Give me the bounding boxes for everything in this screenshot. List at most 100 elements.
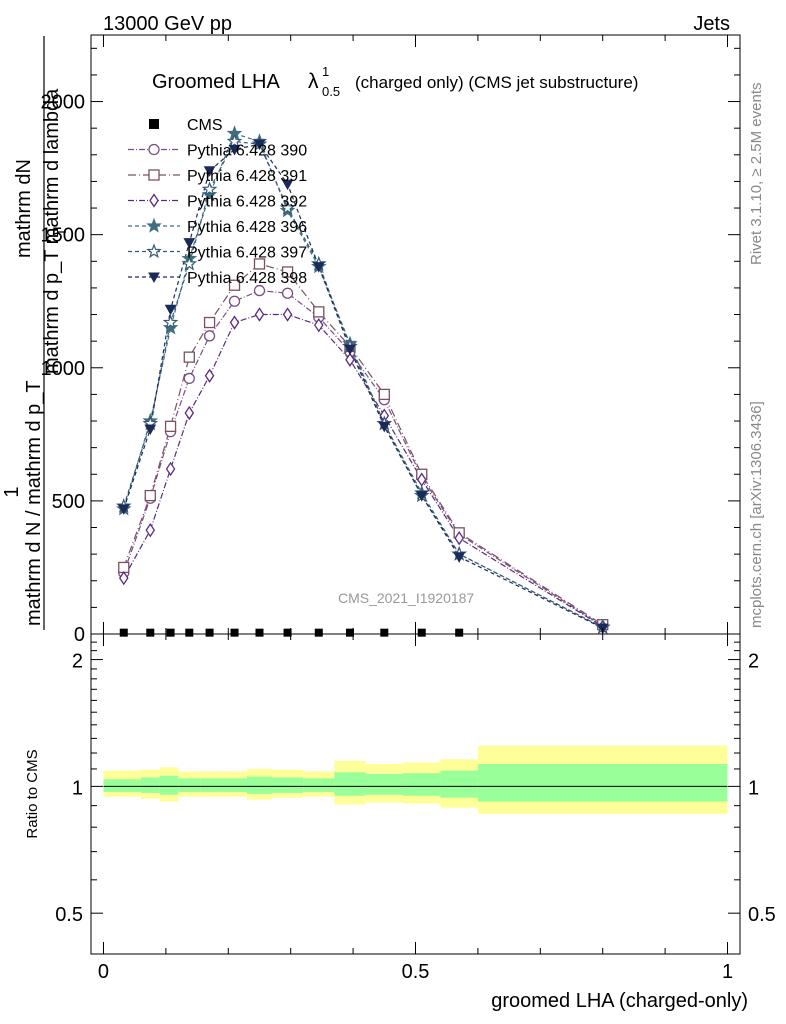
- ylabel-one: 1: [1, 486, 23, 497]
- legend-label: Pythia 6.428 392: [187, 194, 307, 211]
- ratio-y-tick-label: 2: [72, 651, 83, 673]
- series-point: [228, 279, 241, 291]
- legend-label: Pythia 6.428 398: [187, 270, 307, 287]
- series-point: [204, 368, 215, 383]
- legend-cms-marker: [149, 119, 159, 129]
- legend-entry-cms: CMS: [149, 117, 223, 134]
- main-y-tick-label: 1000: [41, 358, 86, 380]
- ratio-band-inner: [200, 778, 223, 792]
- series-point: [203, 166, 216, 177]
- series-markers-6: [117, 139, 609, 635]
- series-point: [164, 304, 177, 316]
- ylabel-mid: mathrm d p_T mathrm d lambda: [41, 88, 63, 374]
- legend: CMS Pythia 6.428 390 Pythia 6.428 391 Pythi…: [128, 117, 307, 287]
- series-point: [144, 424, 157, 436]
- cms-point: [455, 628, 464, 637]
- ratio-band-inner: [403, 773, 441, 796]
- series-point: [117, 504, 130, 515]
- legend-marker: [146, 217, 162, 233]
- x-tick-label: 1: [722, 961, 733, 983]
- cms-point: [205, 628, 214, 637]
- series-point: [203, 330, 216, 342]
- ratio-band-inner: [365, 773, 404, 795]
- legend-marker: [148, 169, 160, 181]
- ratio-y-axis-ticks: 0.5 0.5 1 1 2 2: [55, 641, 776, 926]
- ratio-y-tick-label-right: 0.5: [748, 904, 776, 926]
- rivet-label: Rivet 3.1.10, ≥ 2.5M events: [748, 83, 765, 266]
- legend-marker: [148, 143, 160, 156]
- series-point: [226, 133, 243, 149]
- series-point: [344, 344, 356, 356]
- series-markers-2: [118, 258, 609, 631]
- ratio-y-label: Ratio to CMS: [24, 749, 41, 838]
- title-sub: 0.5: [322, 84, 340, 99]
- x-tick-label: 0: [98, 961, 109, 983]
- cms-point: [314, 628, 323, 637]
- ratio-band-inner: [247, 776, 272, 794]
- series-point: [183, 238, 196, 249]
- main-y-tick-label: 1500: [41, 225, 86, 247]
- legend-marker: [149, 193, 159, 208]
- ratio-band-inner: [103, 779, 141, 792]
- series-point: [313, 318, 324, 333]
- ratio-y-tick-label-right: 1: [748, 777, 759, 799]
- ylabel-numerator: mathrm dN: [13, 159, 35, 258]
- main-series-markers: [115, 125, 611, 635]
- cms-point: [119, 628, 128, 637]
- title-lambda: λ: [308, 70, 319, 93]
- series-point: [118, 570, 129, 586]
- legend-entry-4: Pythia 6.428 396: [128, 217, 307, 236]
- title-sup: 1: [322, 64, 329, 79]
- ratio-band-inner: [140, 777, 160, 793]
- legend-entry-5: Pythia 6.428 397: [128, 243, 307, 262]
- legend-entry-6: Pythia 6.428 398: [128, 270, 307, 287]
- main-panel: CMS_2021_I1920187 0 500 1000 1500 2000 Groom…: [1, 34, 741, 646]
- ylabel-t: T: [54, 228, 69, 236]
- ratio-y-tick-label: 1: [72, 777, 83, 799]
- series-point: [228, 144, 241, 156]
- title-rest: (charged only) (CMS jet substructure): [355, 73, 638, 92]
- legend-label: Pythia 6.428 391: [187, 168, 307, 185]
- cms-point: [146, 628, 155, 637]
- legend-label: Pythia 6.428 396: [187, 219, 307, 236]
- series-point: [183, 351, 195, 363]
- series-point: [201, 186, 218, 202]
- ratio-band-inner: [334, 772, 366, 796]
- cms-point: [345, 628, 354, 637]
- main-y-axis-ticks: 0 500 1000 1500 2000: [41, 47, 740, 646]
- series-point: [453, 552, 466, 563]
- x-axis-label: groomed LHA (charged-only): [491, 990, 748, 1012]
- cms-data-points: [119, 628, 464, 637]
- series-point: [378, 388, 390, 401]
- cms-point: [166, 628, 175, 637]
- series-point: [254, 307, 265, 322]
- ylabel-denominator: mathrm d N / mathrm d p_T: [23, 380, 45, 626]
- series-markers-3: [118, 307, 608, 634]
- series-markers-1: [118, 284, 609, 632]
- series-point: [281, 179, 294, 191]
- series-line-1: [123, 289, 604, 627]
- header-left: 13000 GeV pp: [103, 13, 232, 35]
- series-line-2: [123, 263, 604, 626]
- series-point: [253, 139, 266, 151]
- legend-label: Pythia 6.428 390: [187, 143, 307, 160]
- cms-point: [185, 628, 194, 637]
- title-main: Groomed LHA: [152, 71, 280, 93]
- ratio-band-inner: [303, 778, 335, 792]
- series-point: [253, 284, 266, 297]
- main-y-tick-label: 2000: [41, 92, 86, 114]
- cms-point: [417, 628, 426, 637]
- analysis-watermark: CMS_2021_I1920187: [338, 590, 474, 606]
- series-point: [378, 421, 391, 433]
- legend-marker: [148, 272, 160, 284]
- main-x-axis-ticks: [102, 35, 729, 634]
- series-point: [312, 262, 325, 273]
- cms-point: [230, 628, 239, 637]
- ratio-x-axis-ticks: 0 0.5 1: [98, 634, 733, 983]
- series-point: [228, 295, 241, 307]
- ratio-y-tick-label-right: 2: [748, 651, 759, 673]
- legend-cms-label: CMS: [187, 117, 223, 134]
- legend-entry-1: Pythia 6.428 390: [128, 143, 307, 160]
- legend-entry-2: Pythia 6.428 391: [128, 168, 307, 185]
